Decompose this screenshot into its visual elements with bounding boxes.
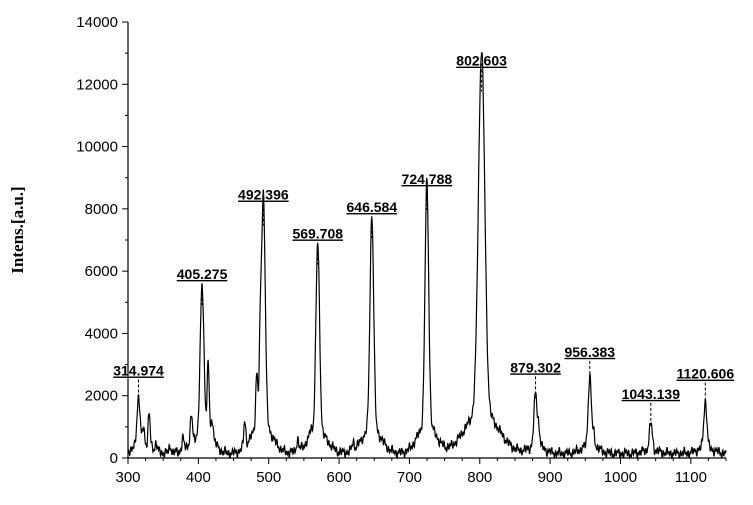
y-tick-label: 14000 bbox=[76, 14, 118, 31]
peak-label: 879.302 bbox=[510, 359, 561, 375]
x-tick-label: 800 bbox=[467, 469, 492, 486]
x-tick-label: 900 bbox=[538, 469, 563, 486]
y-tick-label: 8000 bbox=[85, 201, 118, 218]
y-tick-label: 2000 bbox=[85, 388, 118, 405]
x-tick-label: 500 bbox=[256, 469, 281, 486]
y-tick-label: 10000 bbox=[76, 139, 118, 156]
peak-label: 724.788 bbox=[402, 171, 453, 187]
peak-label: 1043.139 bbox=[622, 386, 681, 402]
x-tick-label: 300 bbox=[115, 469, 140, 486]
y-tick-label: 0 bbox=[110, 450, 118, 467]
peak-label: 569.708 bbox=[292, 225, 343, 241]
x-tick-label: 1000 bbox=[604, 469, 637, 486]
x-tick-label: 700 bbox=[397, 469, 422, 486]
peak-label: 314.974 bbox=[113, 363, 164, 379]
peak-label: 956.383 bbox=[564, 344, 615, 360]
spectrum-line bbox=[127, 52, 727, 461]
x-tick-label: 600 bbox=[327, 469, 352, 486]
y-axis-label: Intens.[a.u.] bbox=[8, 186, 27, 274]
peak-label: 492.396 bbox=[238, 187, 289, 203]
y-tick-label: 12000 bbox=[76, 76, 118, 93]
peak-label: 802.603 bbox=[456, 53, 507, 69]
peak-label: 1120.606 bbox=[677, 366, 735, 382]
y-tick-label: 6000 bbox=[85, 263, 118, 280]
peak-label: 646.584 bbox=[347, 199, 398, 215]
x-tick-label: 400 bbox=[186, 469, 211, 486]
y-tick-label: 4000 bbox=[85, 325, 118, 342]
peak-label: 405.275 bbox=[177, 266, 228, 282]
x-tick-label: 1100 bbox=[675, 469, 707, 486]
